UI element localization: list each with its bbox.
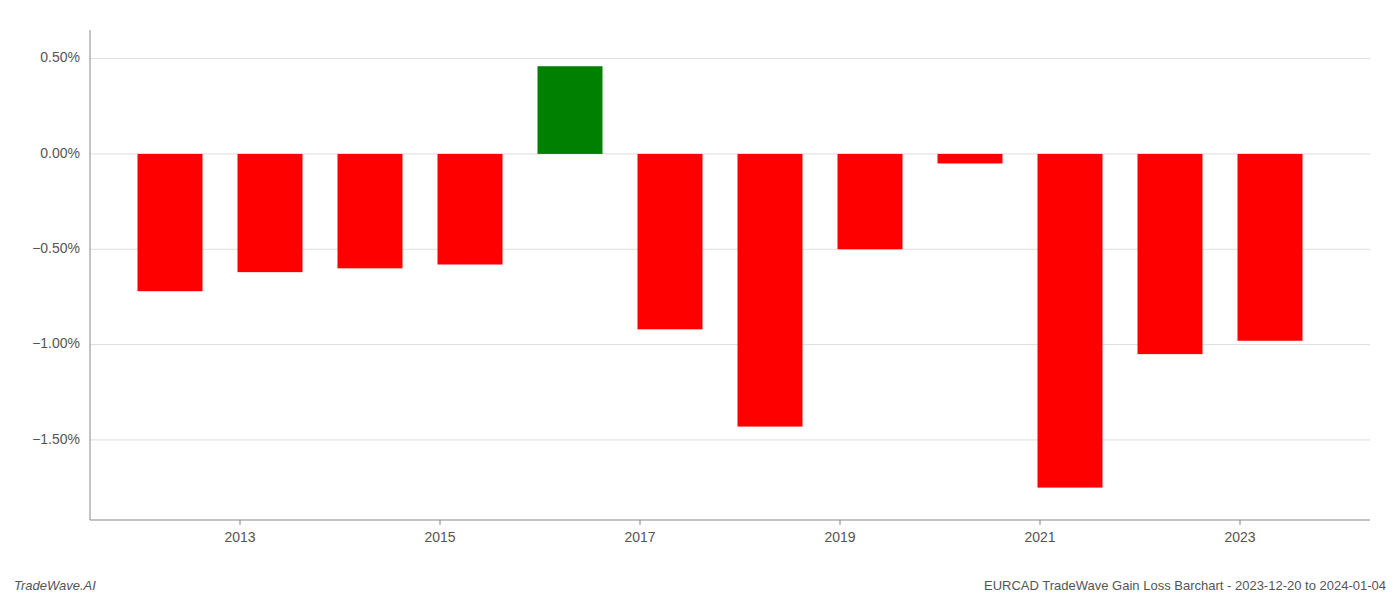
grid-line <box>90 439 1370 440</box>
bars <box>138 66 1303 487</box>
bar <box>938 154 1003 164</box>
x-tick-label: 2015 <box>424 529 455 545</box>
x-ticks: 2013 2015 2017 2019 2021 2023 <box>224 520 1255 545</box>
y-tick-label: 0.50% <box>40 49 80 65</box>
bar <box>1138 154 1203 354</box>
x-tick-label: 2019 <box>824 529 855 545</box>
grid-line <box>90 58 1370 59</box>
bar <box>838 154 903 249</box>
x-axis-line <box>90 520 1370 521</box>
x-tick-label: 2013 <box>224 529 255 545</box>
bar <box>1038 154 1103 488</box>
bar <box>138 154 203 291</box>
x-tick <box>840 520 841 525</box>
bar <box>738 154 803 427</box>
chart-container: 0.50% 0.00% −0.50% −1.00% −1.50% 2013 2015 2017… <box>0 0 1400 600</box>
x-tick <box>440 520 441 525</box>
bar <box>238 154 303 272</box>
y-tick-labels: 0.50% 0.00% −0.50% −1.00% −1.50% <box>32 49 80 446</box>
chart-svg: 0.50% 0.00% −0.50% −1.00% −1.50% 2013 2015 2017… <box>0 0 1400 600</box>
y-tick-label: −0.50% <box>32 240 80 256</box>
x-tick-label: 2017 <box>624 529 655 545</box>
bar <box>1238 154 1303 341</box>
bar <box>338 154 403 268</box>
y-tick-label: −1.50% <box>32 431 80 447</box>
bar <box>638 154 703 329</box>
y-tick-label: −1.00% <box>32 335 80 351</box>
x-tick <box>1240 520 1241 525</box>
bar <box>438 154 503 265</box>
footer-right: EURCAD TradeWave Gain Loss Barchart - 20… <box>984 578 1386 593</box>
x-tick <box>640 520 641 525</box>
x-tick-label: 2021 <box>1024 529 1055 545</box>
y-axis-line <box>90 30 91 520</box>
x-tick-label: 2023 <box>1224 529 1255 545</box>
x-tick <box>1040 520 1041 525</box>
y-tick-label: 0.00% <box>40 145 80 161</box>
bar <box>538 66 603 154</box>
footer-left: TradeWave.AI <box>14 578 96 593</box>
x-tick <box>240 520 241 525</box>
grid <box>90 59 1370 440</box>
